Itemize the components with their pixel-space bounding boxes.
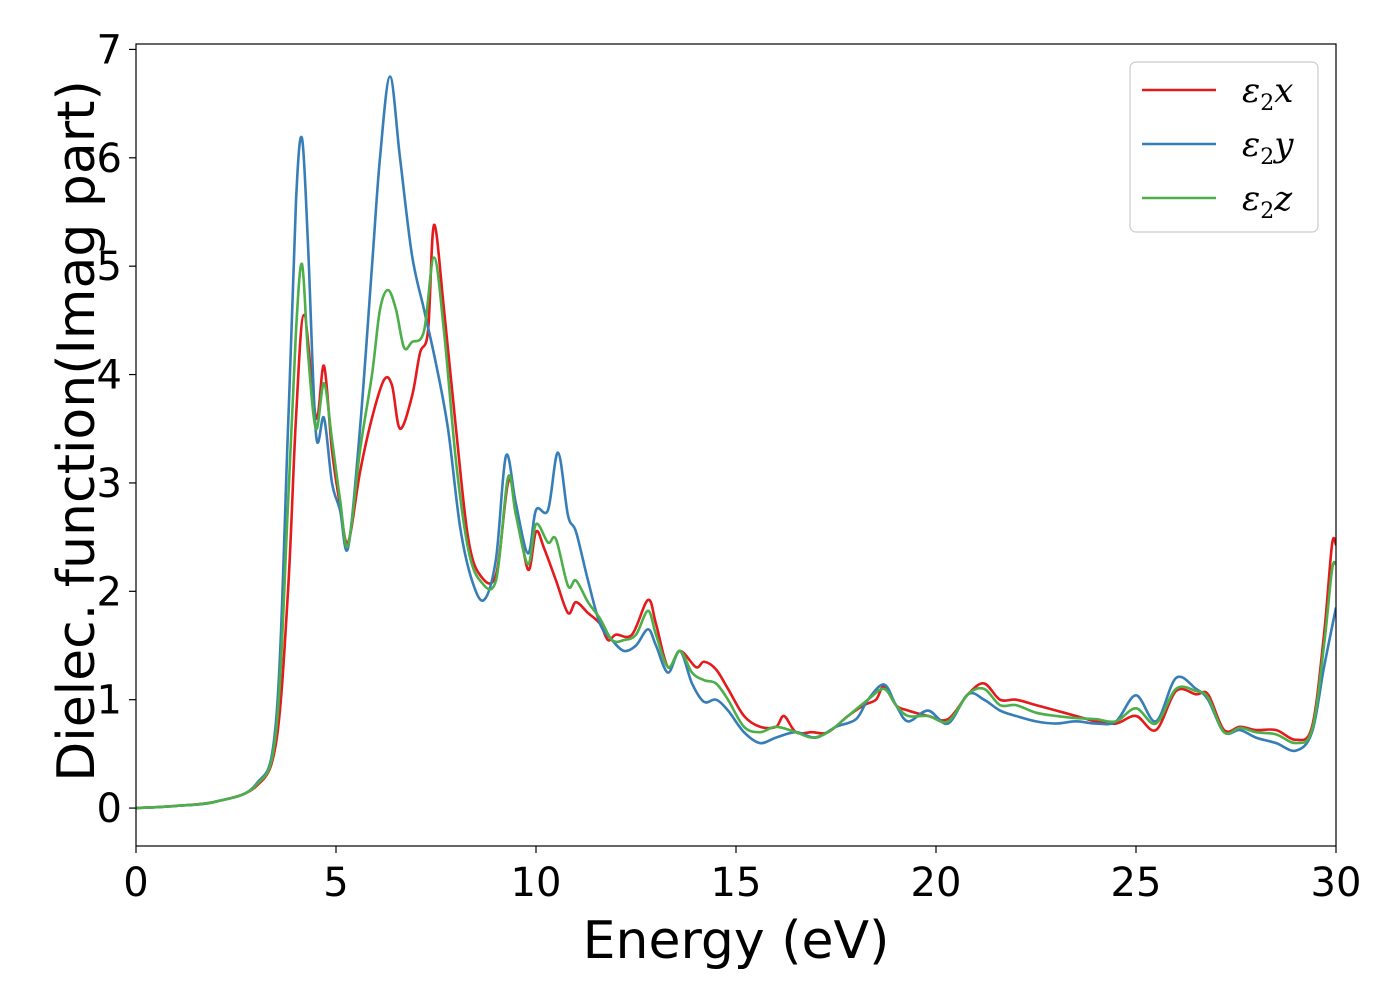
y-tick-label: 4 — [97, 353, 122, 399]
y-tick-label: 6 — [97, 136, 122, 182]
y-tick-label: 3 — [97, 461, 122, 507]
y-tick-label: 0 — [97, 786, 122, 832]
x-tick-label: 25 — [1111, 860, 1162, 906]
series-line-z — [136, 256, 1336, 810]
legend-label-x: ε2x — [1242, 71, 1293, 116]
y-axis-label: Dielec. function(Imag part) — [47, 80, 107, 782]
y-tick-label: 2 — [97, 569, 122, 615]
y-tick-label: 1 — [97, 678, 122, 724]
y-tick-label: 7 — [97, 27, 122, 73]
x-tick-label: 30 — [1311, 860, 1362, 906]
plot-layer — [136, 75, 1336, 810]
series-line-y — [136, 75, 1336, 810]
x-tick-label: 5 — [323, 860, 348, 906]
x-tick-label: 15 — [711, 860, 762, 906]
x-tick-label: 10 — [511, 860, 562, 906]
legend-box — [1129, 61, 1319, 233]
legend-label-y: ε2y — [1242, 125, 1294, 170]
x-tick-label: 0 — [123, 860, 148, 906]
tick-layer: 0 5 10 15 20 25 30 0 1 2 3 4 5 6 7 — [97, 27, 1362, 906]
y-tick-label: 5 — [97, 244, 122, 290]
x-tick-label: 20 — [911, 860, 962, 906]
x-axis-label: Energy (eV) — [583, 911, 890, 971]
legend-label-z: ε2z — [1242, 179, 1293, 224]
legend: ε2x ε2y ε2z — [1129, 61, 1319, 233]
